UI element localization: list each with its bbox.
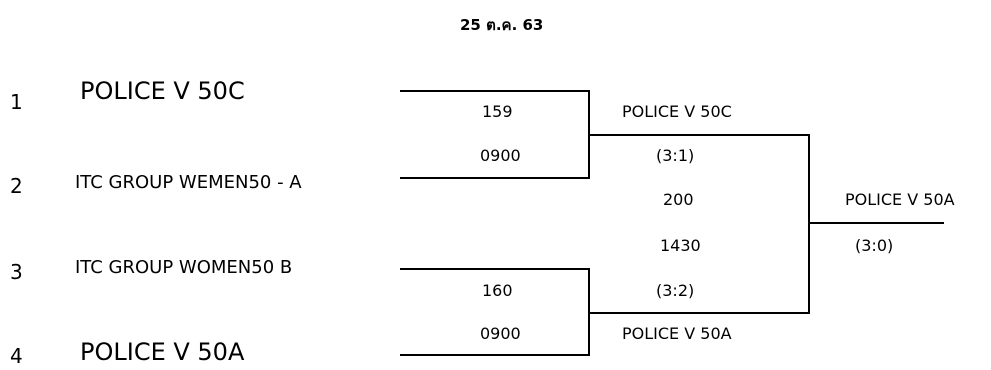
- bracket-line-semi-bottom: [588, 312, 810, 314]
- seed-2: 2: [10, 174, 23, 198]
- match-2-number: 160: [482, 281, 513, 300]
- seed-4: 4: [10, 344, 23, 368]
- bracket-line-team-1: [400, 90, 590, 92]
- match-1-time: 0900: [480, 146, 521, 165]
- match-1-number: 159: [482, 102, 513, 121]
- seed-3: 3: [10, 260, 23, 284]
- match-2-time: 0900: [480, 324, 521, 343]
- semi-match-number: 200: [663, 190, 694, 209]
- bracket-line-semi-top: [588, 134, 810, 136]
- seed-1: 1: [10, 90, 23, 114]
- bracket-line-team-4: [400, 354, 590, 356]
- semi-bottom-winner: POLICE V 50A: [622, 324, 732, 343]
- semi-match-time: 1430: [660, 236, 701, 255]
- team-4-name: POLICE V 50A: [80, 338, 245, 366]
- bracket-line-team-2: [400, 177, 590, 179]
- bracket-line-team-3: [400, 268, 590, 270]
- semi-top-score: (3:1): [656, 146, 695, 165]
- final-winner: POLICE V 50A: [845, 190, 955, 209]
- team-1-name: POLICE V 50C: [80, 77, 245, 105]
- bracket-connector-semi: [808, 134, 810, 314]
- team-3-name: ITC GROUP WOMEN50 B: [75, 257, 293, 278]
- final-score: (3:0): [855, 236, 894, 255]
- team-2-name: ITC GROUP WEMEN50 - A: [75, 172, 302, 193]
- bracket-line-final: [808, 222, 944, 224]
- date-label: 25 ต.ค. 63: [460, 16, 544, 34]
- semi-top-winner: POLICE V 50C: [622, 102, 732, 121]
- semi-bottom-score: (3:2): [656, 281, 695, 300]
